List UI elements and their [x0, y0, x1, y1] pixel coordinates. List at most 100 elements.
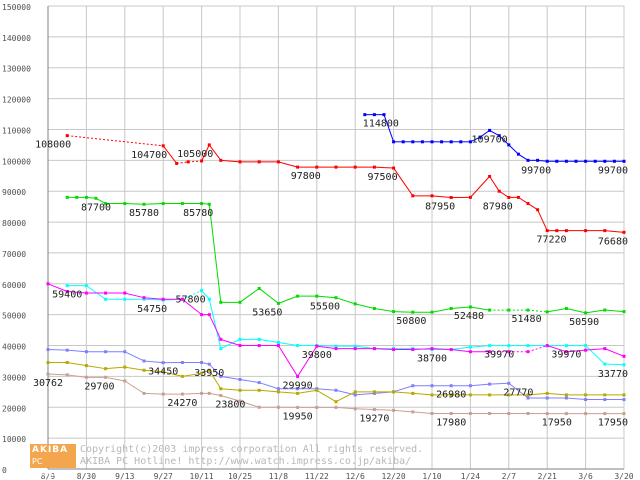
series-segment: [124, 351, 145, 362]
data-point: [603, 362, 607, 366]
series-segment: [527, 203, 538, 211]
x-tick-label: 8/30: [77, 472, 96, 480]
data-point: [430, 393, 434, 397]
data-point: [276, 344, 280, 348]
data-point: [468, 195, 472, 199]
series-segment: [393, 167, 414, 197]
data-point: [353, 407, 357, 411]
data-point: [488, 382, 492, 386]
data-point: [622, 159, 626, 163]
data-point: [46, 282, 50, 286]
data-label: 51480: [511, 314, 541, 325]
data-point: [353, 393, 357, 397]
data-point: [363, 113, 367, 117]
data-label: 97500: [367, 172, 397, 183]
data-point: [257, 337, 261, 341]
data-point: [353, 347, 357, 351]
data-point: [257, 344, 261, 348]
data-point: [219, 394, 223, 398]
data-point: [564, 350, 568, 354]
series-segment: [489, 129, 500, 137]
data-point: [584, 159, 588, 163]
series-segment: [278, 391, 298, 394]
series-segment: [374, 307, 394, 313]
data-label: 105000: [177, 149, 213, 160]
data-point: [276, 390, 280, 394]
series-segment: [470, 136, 481, 143]
series-segment: [47, 349, 68, 351]
data-point: [161, 361, 165, 365]
series-segment: [547, 392, 567, 396]
data-point: [257, 160, 261, 164]
data-point: [315, 387, 319, 391]
data-label: 17980: [436, 418, 466, 429]
data-label: 29990: [283, 380, 313, 391]
series-segment: [67, 291, 87, 294]
data-point: [603, 398, 607, 402]
data-point: [161, 370, 165, 374]
series-segment: [208, 204, 222, 303]
x-tick-label: 9/27: [154, 472, 173, 480]
x-tick-labels: 8/9 8/30 9/13 9/27 10/11 10/25 11/8 11/22 12/6 12…: [41, 472, 634, 480]
series-segment: [176, 161, 189, 164]
series-segment: [470, 176, 490, 198]
data-point: [238, 337, 242, 341]
series-segment: [220, 338, 241, 347]
data-label: 26980: [436, 390, 466, 401]
x-tick-label: 8/9: [41, 472, 56, 480]
series-segment: [498, 190, 510, 198]
data-point: [507, 393, 511, 397]
data-point: [468, 384, 472, 388]
data-point: [334, 344, 338, 348]
data-point: [603, 308, 607, 312]
series-segment: [86, 365, 106, 370]
data-point: [46, 361, 50, 365]
series-segment: [86, 285, 106, 300]
data-point: [123, 365, 127, 369]
data-label: 39800: [302, 350, 332, 361]
series-segment: [383, 114, 395, 142]
data-point: [449, 393, 453, 397]
data-point: [46, 348, 50, 352]
data-point: [507, 350, 511, 354]
data-point: [584, 344, 588, 348]
series-segment: [412, 392, 433, 396]
series-segment: [527, 345, 548, 353]
data-point: [219, 337, 223, 341]
data-point: [392, 390, 396, 394]
series-group: [46, 372, 626, 416]
series-segment: [124, 380, 145, 394]
data-point: [207, 297, 211, 301]
data-label: 38700: [417, 354, 447, 365]
data-point: [603, 229, 607, 233]
series-segment: [451, 306, 471, 309]
data-point: [430, 384, 434, 388]
x-tick-label: 1/10: [422, 472, 441, 480]
data-point: [123, 291, 127, 295]
data-point: [574, 159, 578, 163]
data-point: [334, 296, 338, 300]
series-segment: [208, 144, 222, 161]
series-segment: [47, 283, 68, 292]
data-point: [315, 294, 319, 298]
data-point: [180, 297, 184, 301]
data-point: [142, 202, 146, 206]
series-segment: [105, 376, 125, 382]
x-tick-label: 12/6: [346, 472, 365, 480]
series-segment: [604, 230, 625, 233]
x-tick-label: 9/13: [115, 472, 134, 480]
x-tick-label: 3/20: [614, 472, 633, 480]
series-segment: [498, 135, 510, 146]
data-point: [296, 344, 300, 348]
data-point: [622, 230, 626, 234]
series-segment: [220, 395, 241, 402]
data-point: [584, 348, 588, 352]
data-point: [296, 294, 300, 298]
data-label: 50590: [569, 317, 599, 328]
data-label: 19270: [359, 414, 389, 425]
series-group: [65, 195, 626, 315]
data-point: [392, 166, 396, 170]
data-point: [296, 405, 300, 409]
series-segment: [355, 408, 375, 411]
data-label: 30762: [33, 378, 63, 389]
